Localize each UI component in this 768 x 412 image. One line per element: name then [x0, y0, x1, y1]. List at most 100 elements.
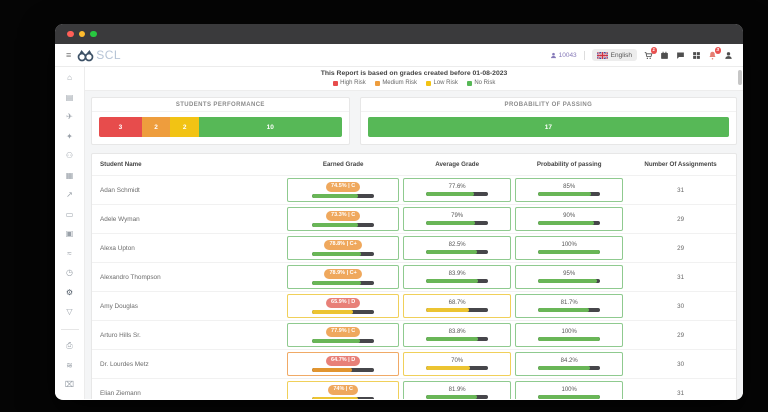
student-row[interactable]: Arturo Hills Sr. 77.9% | C 83.8% 100% 29 — [92, 320, 736, 349]
user-id-chip[interactable]: 10043 — [550, 52, 577, 59]
progress-bar-fill — [538, 279, 598, 284]
earned-grade-cell: 73.3% | C — [285, 205, 401, 233]
bank-icon[interactable]: ▦ — [65, 170, 74, 180]
summary-card-title: PROBABILITY OF PASSING — [360, 98, 736, 112]
notifications-button[interactable]: 3 — [708, 47, 721, 60]
column-header[interactable]: Probability of passing — [536, 161, 602, 168]
forms-icon[interactable]: ▤ — [65, 92, 74, 102]
progress-bar-fill — [426, 308, 469, 313]
student-row[interactable]: Elian Ziemann 74% | C 81.9% 100% 31 — [92, 378, 736, 399]
window-controls[interactable] — [67, 30, 97, 38]
header-actions: 10043 English 1 — [550, 47, 733, 61]
progress-bar-fill — [312, 194, 359, 199]
assignments-cell: 29 — [677, 331, 685, 339]
bell-icon — [709, 51, 716, 59]
progress-bar — [312, 281, 375, 286]
average-grade-cell: 68.7% — [401, 292, 513, 320]
filter-icon[interactable]: ▽ — [66, 307, 73, 316]
probability-cell: 100% — [513, 321, 625, 349]
app-logo[interactable]: SCL — [77, 49, 121, 62]
cart-button[interactable]: 1 — [644, 47, 657, 60]
legend-item: No Risk — [466, 80, 495, 86]
progress-bar-fill — [312, 252, 361, 257]
metric-box: 74% | C — [287, 381, 400, 399]
menu-toggle-icon[interactable]: ≡ — [66, 49, 72, 60]
grade-badge: 73.3% | C — [326, 210, 361, 221]
print-icon[interactable]: ⎙ — [66, 341, 73, 350]
student-row[interactable]: Alexandro Thompson 78.9% | C+ 83.9% 95% 31 — [92, 262, 736, 291]
progress-bar — [538, 395, 601, 399]
student-row[interactable]: Adele Wyman 73.3% | C 79% 90% 29 — [92, 204, 736, 233]
progress-bar-fill — [538, 395, 601, 399]
star-icon[interactable]: ✦ — [66, 131, 73, 141]
metric-box: 78.8% | C+ — [287, 236, 400, 260]
metric-value: 79% — [451, 212, 464, 219]
progress-bar — [538, 337, 601, 342]
language-selector[interactable]: English — [591, 49, 637, 61]
summary-card-title: STUDENTS PERFORMANCE — [92, 98, 349, 112]
column-header[interactable]: Earned Grade — [322, 161, 364, 168]
browser-window: ≡ SCL 10043 — [55, 24, 743, 400]
card-icon[interactable]: ▭ — [65, 209, 74, 219]
student-row[interactable]: Dr. Lourdes Metz 64.7% | D 70% 84.2% 30 — [92, 349, 736, 378]
metric-box: 64.7% | D — [287, 352, 400, 376]
user-id-label: 10043 — [558, 51, 577, 59]
progress-bar — [426, 366, 489, 371]
metric-value: 90% — [563, 212, 576, 219]
archive-icon[interactable]: ⌧ — [64, 380, 75, 389]
app-body: ⌂ ▤ ✈ ✦ ⚇ ▦ ↗ ▭ ▣ ≈ ◷ ⚙ ▽ ⎙ ≋ ⌧ This Report is based on… — [55, 67, 743, 399]
progress-bar — [312, 339, 375, 344]
main-content: This Report is based on grades created b… — [85, 67, 743, 399]
grade-badge: 74% | C — [328, 384, 358, 395]
gear-icon[interactable]: ⚙ — [65, 287, 74, 297]
chart-icon[interactable]: ≈ — [67, 248, 72, 258]
progress-bar — [312, 397, 375, 399]
earned-grade-cell: 74.5% | C — [285, 176, 401, 204]
messages-button[interactable] — [676, 51, 685, 60]
cart-badge: 1 — [650, 47, 657, 54]
report-note: This Report is based on grades created b… — [320, 70, 508, 77]
metric-box: 65.9% | D — [287, 294, 400, 318]
distribution-segment: 17 — [367, 117, 729, 137]
student-row[interactable]: Adan Schmidt 74.5% | C 77.6% 85% 31 — [92, 175, 736, 204]
student-row[interactable]: Alexa Upton 78.8% | C+ 82.5% 100% 29 — [92, 233, 736, 262]
column-header[interactable]: Student Name — [100, 161, 142, 168]
earned-grade-cell: 65.9% | D — [285, 292, 401, 320]
briefcase-icon[interactable]: ▣ — [65, 229, 74, 238]
column-header[interactable]: Average Grade — [435, 161, 480, 168]
legend-swatch — [332, 80, 338, 86]
users-icon[interactable]: ⚇ — [65, 151, 74, 160]
share-icon[interactable]: ↗ — [66, 190, 73, 199]
metric-box: 95% — [515, 265, 624, 289]
distribution-segment: 3 — [99, 117, 142, 137]
grade-badge: 74.5% | C — [326, 181, 361, 192]
progress-bar-fill — [538, 250, 601, 255]
apps-button[interactable] — [692, 51, 701, 60]
student-name-cell: Dr. Lourdes Metz — [100, 360, 149, 368]
report-content: STUDENTS PERFORMANCE 3 2 2 10 PROBABILITY OF … — [85, 91, 743, 399]
grade-badge: 77.9% | C — [326, 326, 361, 337]
chat-icon — [677, 52, 684, 59]
metric-value: 83.8% — [448, 328, 466, 335]
metric-value: 81.7% — [560, 299, 578, 306]
clock-icon[interactable]: ◷ — [66, 268, 73, 277]
student-row[interactable]: Amy Douglas 65.9% | D 68.7% 81.7% 30 — [92, 291, 736, 320]
scrollbar-thumb[interactable] — [738, 70, 742, 85]
signal-icon[interactable]: ≋ — [66, 360, 73, 370]
progress-bar-fill — [538, 192, 591, 197]
window-control-dot[interactable] — [90, 30, 97, 38]
home-icon[interactable]: ⌂ — [67, 73, 72, 82]
profile-button[interactable] — [724, 51, 733, 60]
grade-badge: 78.9% | C+ — [324, 268, 362, 279]
progress-bar — [538, 250, 601, 255]
metric-value: 84.2% — [560, 357, 578, 364]
metric-box: 81.7% — [515, 294, 624, 318]
assignments-cell: 30 — [677, 302, 685, 310]
window-control-dot[interactable] — [78, 30, 85, 38]
progress-bar — [538, 192, 601, 197]
column-header[interactable]: Number Of Assignments — [644, 161, 717, 168]
metric-value: 81.9% — [448, 386, 466, 393]
calendar-button[interactable] — [660, 51, 669, 60]
plane-icon[interactable]: ✈ — [66, 112, 73, 121]
window-control-dot[interactable] — [67, 30, 74, 38]
